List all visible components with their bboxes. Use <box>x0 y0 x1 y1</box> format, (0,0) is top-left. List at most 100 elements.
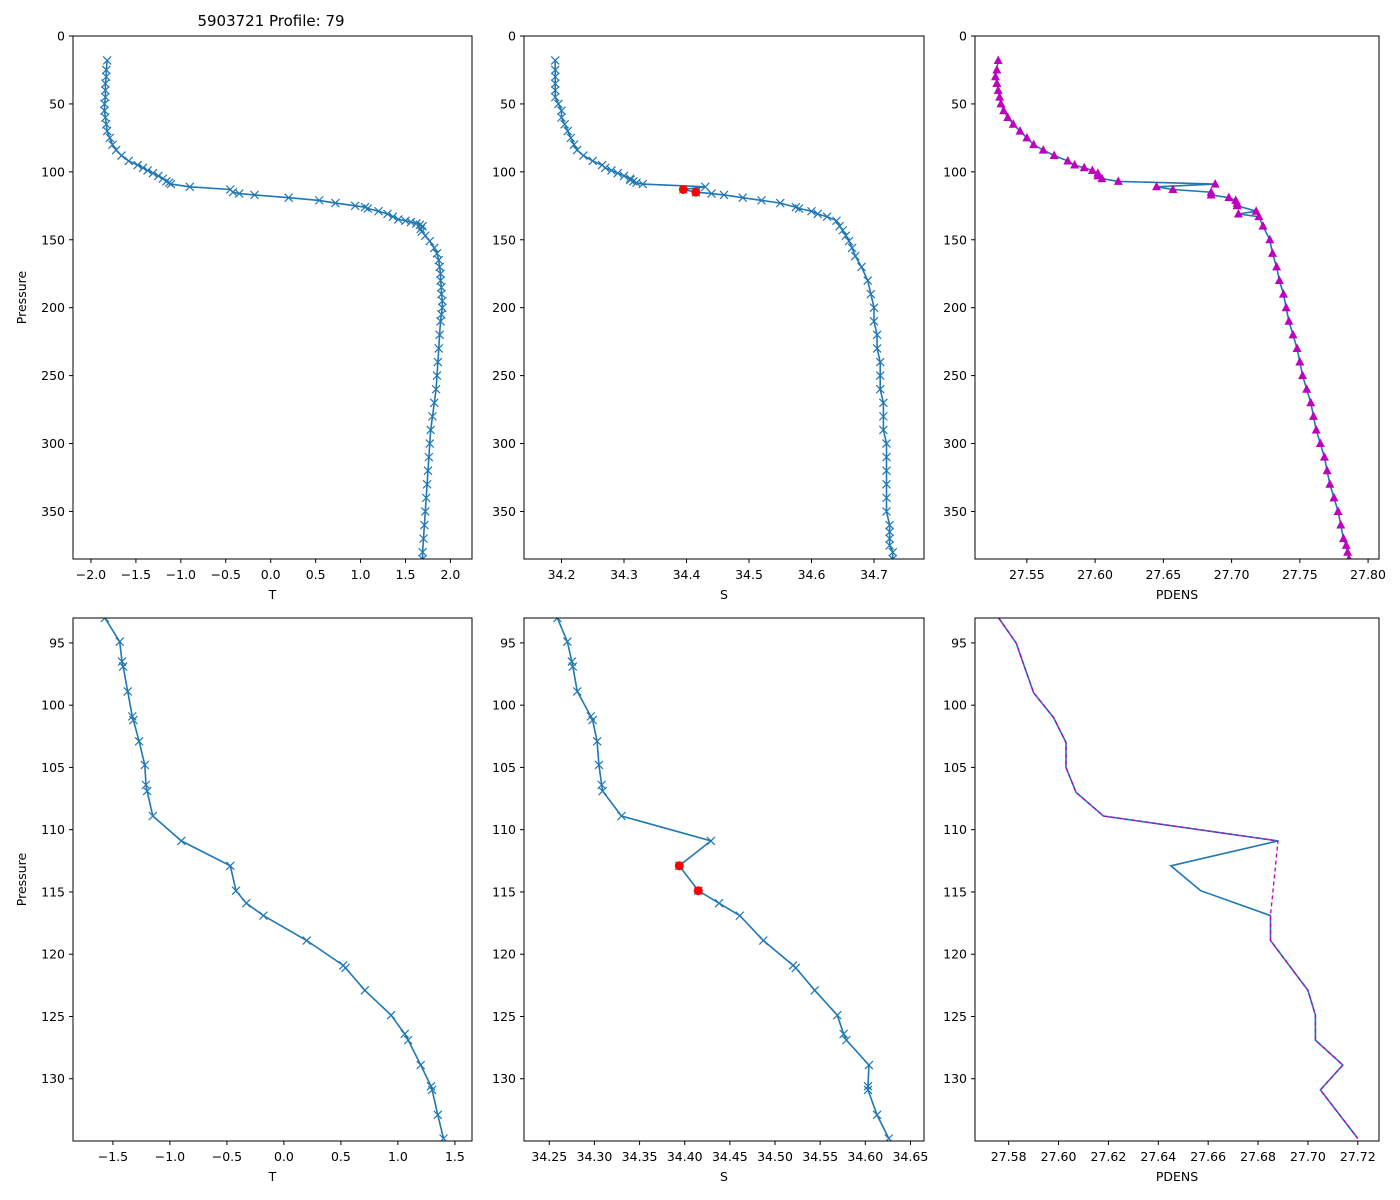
x-tick-label: 1.0 <box>351 567 371 582</box>
data-point <box>878 411 888 421</box>
data-point <box>1233 208 1243 218</box>
x-axis-label: PDENS <box>1156 1169 1198 1184</box>
y-tick-label: 350 <box>943 504 967 519</box>
y-tick-label: 110 <box>41 822 65 837</box>
data-point <box>434 344 444 353</box>
data-point <box>1113 176 1123 185</box>
axes-frame <box>72 617 473 1142</box>
data-point <box>424 452 434 462</box>
chart-title: 5903721 Profile: 79 <box>197 12 344 30</box>
data-point <box>341 963 350 973</box>
data-point <box>557 106 566 116</box>
data-point <box>562 637 572 647</box>
data-point <box>863 1085 873 1095</box>
data-point <box>841 231 851 241</box>
x-tick-label: 0.5 <box>331 1149 351 1164</box>
data-point <box>882 439 891 448</box>
data-point <box>625 175 635 185</box>
data-point <box>872 344 882 353</box>
x-axis-label: S <box>720 587 728 602</box>
x-tick-label: 34.7 <box>860 567 888 582</box>
y-tick-label: 350 <box>492 504 516 519</box>
data-point <box>1288 329 1298 339</box>
y-axis-label: Pressure <box>14 271 29 325</box>
data-point <box>617 811 626 821</box>
data-point <box>1302 384 1312 393</box>
data-point <box>863 276 873 285</box>
data-point <box>143 166 153 175</box>
y-tick-label: 300 <box>492 436 516 451</box>
data-point <box>1049 150 1059 160</box>
data-point <box>123 687 133 696</box>
data-point <box>757 195 766 205</box>
data-point <box>393 214 403 224</box>
data-point <box>148 168 158 178</box>
data-point <box>1070 160 1080 169</box>
y-tick-label: 50 <box>49 96 65 111</box>
x-tick-label: 27.60 <box>1077 567 1113 582</box>
x-tick-label: 27.60 <box>1041 1149 1077 1164</box>
data-point <box>138 163 148 173</box>
x-tick-label: 27.55 <box>1009 567 1045 582</box>
data-point <box>100 618 110 623</box>
data-point <box>437 296 447 306</box>
data-point <box>1038 145 1048 154</box>
data-point <box>102 56 112 65</box>
data-point <box>1003 112 1013 122</box>
data-point <box>101 65 111 75</box>
y-tick-label: 200 <box>41 300 65 315</box>
data-point <box>1325 479 1335 488</box>
data-point <box>418 547 427 557</box>
data-point <box>990 71 1000 81</box>
y-tick-label: 200 <box>943 300 967 315</box>
y-tick-label: 120 <box>943 947 967 962</box>
data-point <box>426 425 436 435</box>
y-tick-label: 105 <box>492 760 516 775</box>
data-point <box>992 78 1002 88</box>
data-point <box>153 171 163 181</box>
y-tick-label: 100 <box>492 698 516 713</box>
data-point <box>882 507 891 516</box>
y-tick-label: 0 <box>57 29 65 44</box>
data-point <box>234 189 244 199</box>
data-point <box>857 262 866 272</box>
data-point <box>142 786 152 796</box>
data-point <box>619 171 629 181</box>
data-point <box>613 168 623 178</box>
y-tick-label: 130 <box>492 1071 516 1086</box>
y-tick-label: 200 <box>492 300 516 315</box>
plot-area-top-pdens <box>990 55 1353 559</box>
data-point <box>437 282 446 292</box>
x-tick-label: 2.0 <box>440 567 460 582</box>
data-point <box>100 99 109 109</box>
data-point <box>791 963 801 973</box>
data-point <box>791 202 801 212</box>
x-tick-label: 27.75 <box>1282 567 1318 582</box>
data-point <box>386 1010 396 1020</box>
y-tick-label: 150 <box>492 232 516 247</box>
x-tick-label: −1.5 <box>121 567 151 582</box>
plot-area-bottom-t <box>100 618 448 1141</box>
data-point <box>1015 126 1025 135</box>
data-point <box>1319 452 1329 461</box>
flagged-point <box>691 187 701 197</box>
data-point <box>250 190 259 200</box>
data-point <box>568 662 578 671</box>
flagged-point <box>674 861 684 871</box>
data-point <box>1281 302 1291 312</box>
data-point <box>1274 275 1284 285</box>
data-point <box>425 439 435 448</box>
data-point <box>225 861 235 871</box>
data-point <box>403 1035 413 1045</box>
data-point <box>550 79 560 88</box>
data-point <box>416 224 426 234</box>
y-tick-label: 105 <box>41 760 65 775</box>
data-point <box>117 151 126 160</box>
axes-frame <box>974 35 1380 560</box>
data-point <box>847 243 857 253</box>
data-point <box>863 1081 873 1091</box>
x-tick-label: 0.0 <box>261 567 281 582</box>
data-point <box>882 479 891 489</box>
x-tick-label: −0.5 <box>212 1149 242 1164</box>
data-point <box>432 248 442 258</box>
